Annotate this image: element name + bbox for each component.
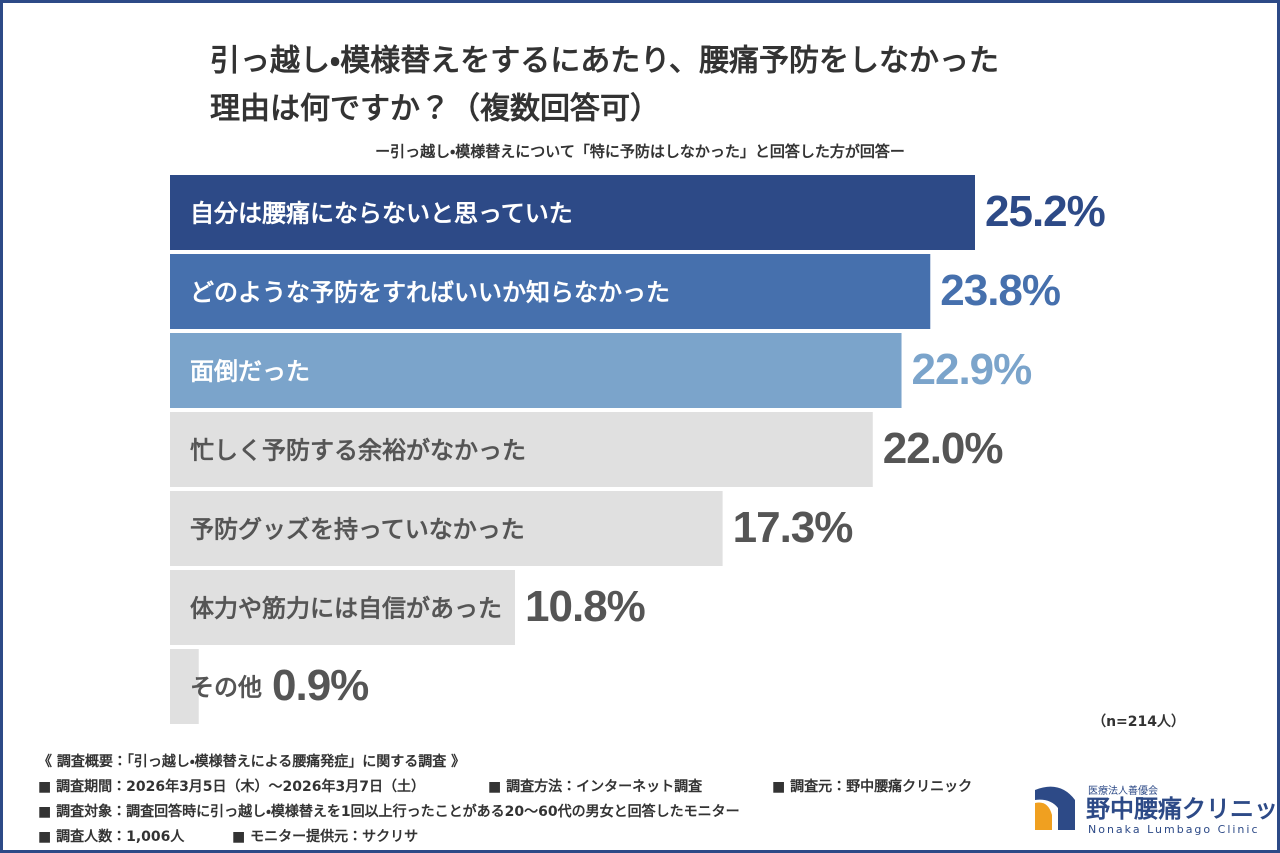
value-label: 22.0% bbox=[883, 424, 1003, 473]
logo-name-en: Nonaka Lumbago Clinic bbox=[1088, 823, 1260, 836]
chart-title: 理由は何ですか？（複数回答可） bbox=[210, 92, 660, 127]
bar bbox=[170, 175, 975, 250]
bar bbox=[170, 333, 902, 408]
bar bbox=[170, 412, 873, 487]
chart-subtitle: ー引っ越し・模様替えについて「特に予防はしなかった」と回答した方が回答ー bbox=[375, 143, 905, 161]
sample-note: （n=214人） bbox=[1092, 714, 1185, 730]
category-label: 面倒だった bbox=[190, 358, 310, 386]
logo-org: 医療法人善優会 bbox=[1088, 784, 1158, 797]
logo: 医療法人善優会 野中腰痛クリニック Nonaka Lumbago Clinic bbox=[1035, 784, 1280, 836]
category-label: 自分は腰痛にならないと思っていた bbox=[190, 200, 573, 228]
value-label: 23.8% bbox=[940, 266, 1060, 315]
chart-title: 引っ越し・模様替えをするにあたり、腰痛予防をしなかった bbox=[210, 44, 999, 79]
category-label: どのような予防をすればいいか知らなかった bbox=[190, 279, 670, 307]
category-label: その他 bbox=[190, 674, 262, 702]
value-label: 17.3% bbox=[733, 503, 853, 552]
category-label: 予防グッズを持っていなかった bbox=[190, 516, 525, 544]
value-label: 0.9% bbox=[272, 661, 368, 710]
footnote: ■ 調査対象：調査回答時に引っ越し・模様替えを1回以上行ったことがある20～60… bbox=[38, 803, 740, 820]
value-label: 10.8% bbox=[525, 582, 645, 631]
footnote: ■ モニター提供元：サクリサ bbox=[232, 828, 418, 845]
logo-name: 野中腰痛クリニック bbox=[1086, 795, 1280, 823]
logo-mark bbox=[1035, 802, 1052, 830]
logo-mark bbox=[1035, 786, 1075, 830]
footnote: ■ 調査期間：2026年3月5日（木）～2026年3月7日（土） bbox=[38, 778, 425, 795]
footnote: ■ 調査元：野中腰痛クリニック bbox=[772, 778, 972, 795]
value-label: 25.2% bbox=[985, 187, 1105, 236]
footnote: ■ 調査人数：1,006人 bbox=[38, 828, 185, 845]
footnote: 《 調査概要：「引っ越し・模様替えによる腰痛発症」に関する調査 》 bbox=[38, 753, 465, 770]
bar bbox=[170, 649, 199, 724]
bar bbox=[170, 491, 723, 566]
bar bbox=[170, 570, 515, 645]
category-label: 体力や筋力には自信があった bbox=[190, 595, 502, 623]
footnote: ■ 調査方法：インターネット調査 bbox=[488, 778, 703, 795]
category-label: 忙しく予防する余裕がなかった bbox=[190, 437, 526, 465]
value-label: 22.9% bbox=[912, 345, 1032, 394]
bar bbox=[170, 254, 931, 329]
